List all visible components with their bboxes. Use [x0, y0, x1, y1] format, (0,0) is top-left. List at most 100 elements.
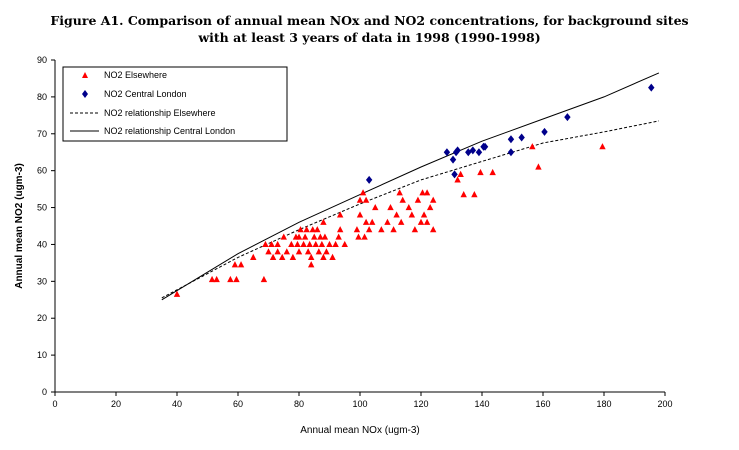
- data-point-elsewhere: [280, 233, 287, 240]
- data-point-elsewhere: [274, 248, 281, 255]
- legend-label-relationship-elsewhere: NO2 relationship Elsewhere: [104, 108, 216, 118]
- data-point-elsewhere: [208, 275, 216, 283]
- data-point-elsewhere: [289, 253, 297, 260]
- x-tick-label: 0: [52, 399, 57, 409]
- data-point-elsewhere: [227, 275, 234, 283]
- data-point-elsewhere: [306, 240, 313, 248]
- ticks: 0 20 40 60 80 100 120 140 160 180 200 0 10 20 30 40 50 60…: [37, 55, 673, 409]
- data-point-central-london: [507, 135, 515, 144]
- chart-title: Figure A1. Comparison of annual mean NOx…: [0, 12, 739, 46]
- data-point-elsewhere: [308, 261, 315, 268]
- data-point-central-london: [365, 175, 373, 184]
- data-point-elsewhere: [237, 261, 245, 268]
- data-point-elsewhere: [309, 226, 316, 233]
- data-point-elsewhere: [279, 253, 286, 260]
- x-tick-label: 80: [294, 399, 304, 409]
- data-point-elsewhere: [318, 240, 326, 248]
- data-point-elsewhere: [457, 170, 464, 177]
- data-point-elsewhere: [420, 211, 428, 218]
- y-tick-label: 10: [37, 350, 47, 360]
- data-point-elsewhere: [359, 189, 367, 196]
- data-point-elsewhere: [399, 196, 406, 203]
- data-point-elsewhere: [288, 240, 295, 248]
- y-tick-label: 50: [37, 203, 47, 213]
- y-tick-label: 70: [37, 129, 47, 139]
- x-axis-title: Annual mean NOx (ugm-3): [300, 425, 420, 436]
- data-point-elsewhere: [365, 226, 373, 233]
- relationship-lines: [161, 72, 660, 301]
- data-point-elsewhere: [355, 233, 362, 240]
- data-point-elsewhere: [393, 211, 400, 218]
- data-point-elsewhere: [369, 218, 376, 225]
- data-point-elsewhere: [396, 189, 403, 196]
- data-point-elsewhere: [335, 233, 342, 240]
- data-point-elsewhere: [250, 253, 257, 260]
- data-point-central-london: [469, 146, 477, 155]
- data-point-elsewhere: [411, 226, 419, 233]
- data-point-elsewhere: [362, 218, 370, 225]
- data-point-elsewhere: [384, 218, 391, 225]
- data-point-elsewhere: [390, 226, 397, 233]
- x-tick-label: 160: [535, 399, 550, 409]
- y-tick-label: 20: [37, 313, 47, 323]
- data-point-elsewhere: [336, 226, 344, 233]
- data-point-elsewhere: [414, 196, 422, 203]
- legend-box: [62, 66, 288, 142]
- data-point-elsewhere: [471, 191, 478, 198]
- data-point-central-london: [507, 148, 515, 157]
- data-point-elsewhere: [260, 275, 268, 283]
- data-point-elsewhere: [423, 218, 431, 225]
- data-point-elsewhere: [269, 253, 277, 260]
- data-point-elsewhere: [312, 240, 319, 248]
- data-point-elsewhere: [362, 196, 370, 203]
- data-point-elsewhere: [405, 203, 412, 211]
- data-point-central-london: [541, 127, 548, 136]
- data-point-elsewhere: [320, 253, 327, 260]
- data-point-elsewhere: [430, 196, 437, 203]
- data-point-elsewhere: [265, 248, 272, 255]
- data-point-elsewhere: [329, 253, 336, 260]
- data-point-elsewhere: [294, 240, 301, 248]
- data-point-elsewhere: [535, 163, 542, 170]
- data-point-elsewhere: [408, 211, 416, 218]
- data-point-elsewhere: [315, 248, 323, 255]
- data-point-elsewhere: [311, 233, 318, 240]
- data-point-elsewhere: [356, 211, 364, 218]
- data-point-elsewhere: [321, 233, 329, 240]
- data-point-elsewhere: [323, 248, 330, 255]
- data-point-elsewhere: [417, 218, 425, 225]
- y-tick-label: 90: [37, 55, 47, 65]
- data-point-elsewhere: [304, 248, 312, 255]
- y-tick-label: 0: [42, 387, 47, 397]
- data-point-elsewhere: [314, 226, 321, 233]
- data-point-central-london: [481, 142, 489, 151]
- data-point-elsewhere: [213, 275, 220, 283]
- data-point-elsewhere: [353, 226, 361, 233]
- data-point-elsewhere: [297, 226, 304, 233]
- x-tick-label: 40: [172, 399, 182, 409]
- data-point-elsewhere: [454, 176, 461, 183]
- data-point-elsewhere: [326, 240, 333, 248]
- data-point-elsewhere: [173, 290, 181, 297]
- x-tick-label: 120: [413, 399, 428, 409]
- legend-label-elsewhere: NO2 Elsewhere: [104, 70, 167, 80]
- data-point-central-london: [475, 148, 483, 157]
- x-tick-label: 100: [352, 399, 367, 409]
- data-point-central-london: [451, 170, 458, 179]
- y-tick-label: 60: [37, 166, 47, 176]
- chart-title-line-2: with at least 3 years of data in 1998 (1…: [198, 30, 541, 45]
- data-point-elsewhere: [460, 191, 467, 198]
- data-point-elsewhere: [336, 211, 344, 218]
- data-point-elsewhere: [599, 143, 606, 150]
- x-tick-label: 200: [657, 399, 672, 409]
- data-point-elsewhere: [372, 203, 379, 211]
- data-points: [173, 83, 655, 297]
- data-point-elsewhere: [378, 226, 385, 233]
- data-point-elsewhere: [303, 226, 310, 233]
- data-point-elsewhere: [332, 240, 339, 248]
- series-line-no2-relationship-central-london: [161, 72, 660, 301]
- x-tick-label: 180: [596, 399, 611, 409]
- data-point-elsewhere: [233, 275, 240, 283]
- data-point-elsewhere: [308, 253, 315, 260]
